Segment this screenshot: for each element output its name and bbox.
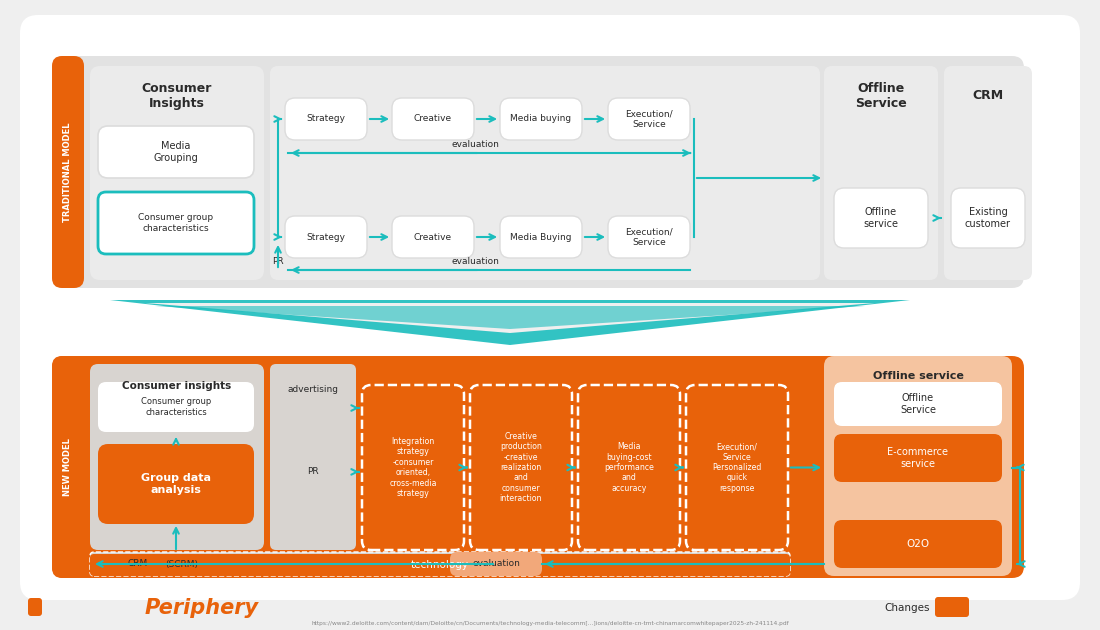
- Text: Existing
customer: Existing customer: [965, 207, 1011, 229]
- Text: Media
buying-cost
performance
and
accuracy: Media buying-cost performance and accura…: [604, 442, 653, 493]
- Text: evaluation: evaluation: [451, 140, 499, 149]
- Text: Execution/
Service
Personalized
quick
response: Execution/ Service Personalized quick re…: [713, 442, 761, 493]
- Text: evaluation: evaluation: [451, 258, 499, 266]
- Text: evaluation: evaluation: [472, 559, 520, 568]
- Text: Integration
strategy
-consumer
oriented,
cross-media
strategy: Integration strategy -consumer oriented,…: [389, 437, 437, 498]
- FancyBboxPatch shape: [52, 56, 84, 288]
- FancyBboxPatch shape: [470, 385, 572, 550]
- FancyBboxPatch shape: [52, 356, 84, 578]
- FancyBboxPatch shape: [834, 188, 928, 248]
- Text: Offline
service: Offline service: [864, 207, 899, 229]
- FancyBboxPatch shape: [608, 98, 690, 140]
- Text: Offline
Service: Offline Service: [900, 393, 936, 415]
- Text: Group data
analysis: Group data analysis: [141, 473, 211, 495]
- FancyBboxPatch shape: [270, 364, 356, 550]
- Text: TRADITIONAL MODEL: TRADITIONAL MODEL: [64, 122, 73, 222]
- Text: (SCRM): (SCRM): [165, 559, 198, 568]
- FancyBboxPatch shape: [952, 188, 1025, 248]
- FancyBboxPatch shape: [98, 444, 254, 524]
- FancyBboxPatch shape: [285, 98, 367, 140]
- FancyBboxPatch shape: [392, 98, 474, 140]
- FancyBboxPatch shape: [52, 56, 1024, 288]
- FancyBboxPatch shape: [98, 382, 254, 432]
- FancyBboxPatch shape: [450, 552, 542, 576]
- Text: CRM: CRM: [128, 559, 148, 568]
- Text: Consumer insights: Consumer insights: [122, 381, 232, 391]
- FancyBboxPatch shape: [90, 552, 790, 576]
- FancyBboxPatch shape: [90, 66, 264, 280]
- FancyBboxPatch shape: [944, 66, 1032, 280]
- FancyBboxPatch shape: [834, 382, 1002, 426]
- FancyBboxPatch shape: [834, 520, 1002, 568]
- Text: technology: technology: [411, 560, 469, 570]
- Text: Execution/
Service: Execution/ Service: [625, 227, 673, 247]
- Text: Media buying: Media buying: [510, 115, 572, 123]
- FancyBboxPatch shape: [686, 385, 788, 550]
- Text: advertising: advertising: [287, 386, 339, 394]
- Text: Offline
Service: Offline Service: [855, 82, 906, 110]
- FancyBboxPatch shape: [608, 216, 690, 258]
- FancyBboxPatch shape: [98, 192, 254, 254]
- FancyBboxPatch shape: [98, 126, 254, 178]
- Polygon shape: [110, 300, 910, 345]
- Text: E-commerce
service: E-commerce service: [888, 447, 948, 469]
- FancyBboxPatch shape: [20, 15, 1080, 600]
- Text: Changes: Changes: [884, 603, 930, 613]
- FancyBboxPatch shape: [578, 385, 680, 550]
- Text: NEW MODEL: NEW MODEL: [64, 438, 73, 496]
- Text: Consumer
Insights: Consumer Insights: [142, 82, 212, 110]
- Text: Strategy: Strategy: [307, 232, 345, 241]
- Polygon shape: [145, 303, 875, 333]
- Text: Creative
production
-creative
realization
and
consumer
interaction: Creative production -creative realizatio…: [499, 432, 542, 503]
- FancyBboxPatch shape: [362, 385, 464, 550]
- Text: Execution/
Service: Execution/ Service: [625, 109, 673, 129]
- Polygon shape: [155, 306, 865, 329]
- Text: Media
Grouping: Media Grouping: [154, 141, 198, 163]
- FancyBboxPatch shape: [90, 364, 264, 550]
- Text: Creative: Creative: [414, 232, 452, 241]
- FancyBboxPatch shape: [500, 216, 582, 258]
- Text: Strategy: Strategy: [307, 115, 345, 123]
- FancyBboxPatch shape: [392, 216, 474, 258]
- FancyBboxPatch shape: [834, 434, 1002, 482]
- Text: Creative: Creative: [414, 115, 452, 123]
- Text: PR: PR: [307, 467, 319, 476]
- Text: Offline service: Offline service: [872, 371, 964, 381]
- FancyBboxPatch shape: [935, 597, 969, 617]
- FancyBboxPatch shape: [500, 98, 582, 140]
- FancyBboxPatch shape: [824, 66, 938, 280]
- FancyBboxPatch shape: [90, 554, 790, 576]
- Text: Periphery: Periphery: [145, 598, 260, 618]
- FancyBboxPatch shape: [52, 356, 1024, 578]
- Text: Consumer group
characteristics: Consumer group characteristics: [139, 214, 213, 232]
- FancyBboxPatch shape: [270, 66, 820, 280]
- Text: Consumer group
characteristics: Consumer group characteristics: [141, 398, 211, 416]
- FancyBboxPatch shape: [285, 216, 367, 258]
- Text: CRM: CRM: [972, 89, 1003, 103]
- Text: O2O: O2O: [906, 539, 930, 549]
- Text: Media Buying: Media Buying: [510, 232, 572, 241]
- FancyBboxPatch shape: [28, 598, 42, 616]
- Text: https://www2.deloitte.com/content/dam/Deloitte/cn/Documents/technology-media-tel: https://www2.deloitte.com/content/dam/De…: [311, 621, 789, 626]
- FancyBboxPatch shape: [824, 356, 1012, 576]
- Text: PR: PR: [272, 258, 284, 266]
